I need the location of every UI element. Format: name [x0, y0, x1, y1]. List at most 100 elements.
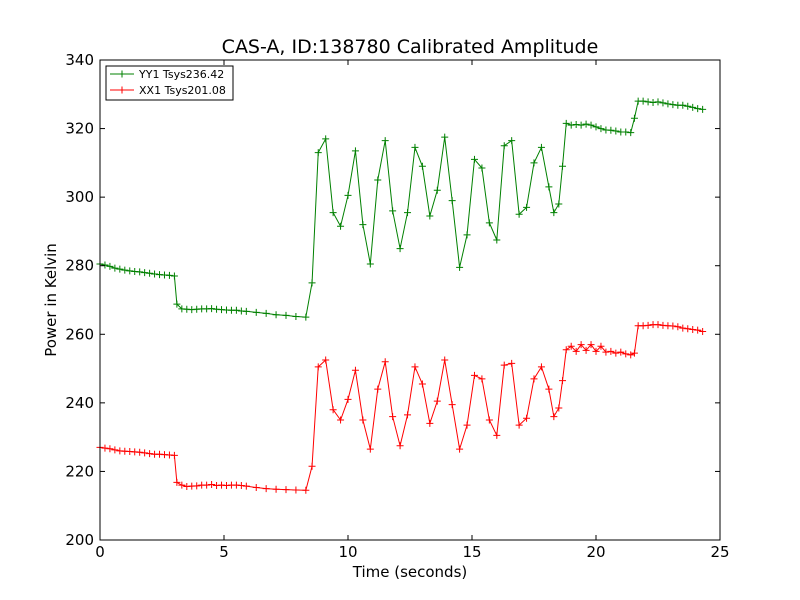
data-point — [252, 484, 260, 492]
data-point — [679, 324, 687, 332]
data-point — [630, 114, 638, 122]
data-point — [141, 269, 149, 277]
data-point — [582, 346, 590, 354]
data-point — [101, 261, 109, 269]
data-point — [141, 449, 149, 457]
data-point — [577, 341, 585, 349]
data-point — [329, 209, 337, 217]
data-point — [523, 203, 531, 211]
data-point — [337, 222, 345, 230]
data-point — [237, 481, 245, 489]
data-point — [602, 348, 610, 356]
data-point — [567, 342, 575, 350]
data-point — [694, 326, 702, 334]
data-point — [463, 421, 471, 429]
data-point — [344, 395, 352, 403]
data-point — [411, 363, 419, 371]
data-point — [282, 311, 290, 319]
data-point — [126, 267, 134, 275]
legend-label-yy1: YY1 Tsys236.42 — [138, 68, 224, 81]
series-1 — [96, 321, 707, 494]
data-point — [381, 137, 389, 145]
data-point — [612, 127, 620, 135]
data-point — [389, 207, 397, 215]
legend-marker-xx1 — [118, 86, 126, 94]
data-point — [426, 419, 434, 427]
data-point — [418, 380, 426, 388]
data-point — [515, 421, 523, 429]
data-point — [562, 346, 570, 354]
data-point — [262, 485, 270, 493]
legend-box — [105, 65, 234, 101]
data-point — [659, 99, 667, 107]
data-point — [101, 444, 109, 452]
data-point — [322, 135, 330, 143]
data-point — [550, 209, 558, 217]
data-point — [146, 450, 154, 458]
data-point — [545, 385, 553, 393]
data-point — [344, 191, 352, 199]
data-point — [470, 371, 478, 379]
data-point — [116, 265, 124, 273]
data-point — [644, 98, 652, 106]
data-point — [404, 411, 412, 419]
data-point — [664, 100, 672, 108]
data-point — [456, 445, 464, 453]
data-point — [617, 348, 625, 356]
data-point — [567, 121, 575, 129]
data-point — [178, 481, 186, 489]
data-point — [699, 328, 707, 336]
data-point — [262, 309, 270, 317]
data-point — [622, 128, 630, 136]
data-point — [485, 416, 493, 424]
data-point — [559, 377, 567, 385]
x-tick-label: 0 — [95, 543, 105, 561]
data-point — [136, 268, 144, 276]
data-point — [441, 356, 449, 364]
data-point — [441, 133, 449, 141]
data-point — [170, 272, 178, 280]
series-line — [99, 100, 703, 318]
data-point — [173, 478, 181, 486]
data-point — [607, 126, 615, 134]
data-point — [537, 143, 545, 151]
data-point — [478, 164, 486, 172]
data-point — [426, 212, 434, 220]
data-point — [165, 271, 173, 279]
data-point — [582, 120, 590, 128]
series-layer — [96, 97, 707, 494]
data-point — [508, 137, 516, 145]
data-point — [337, 416, 345, 424]
data-point — [106, 262, 114, 270]
y-tick-label: 320 — [65, 120, 94, 138]
axis-ticks: 0 5 10 15 20 25 200 220 240 260 280 300 320 340 — [65, 51, 729, 561]
data-point — [448, 401, 456, 409]
data-point — [359, 416, 367, 424]
data-point — [500, 142, 508, 150]
data-point — [555, 404, 563, 412]
data-point — [559, 162, 567, 170]
data-point — [577, 121, 585, 129]
data-point — [545, 183, 553, 191]
series-line — [99, 324, 703, 491]
data-point — [684, 102, 692, 110]
data-point — [654, 98, 662, 106]
y-axis-label: Power in Kelvin — [42, 243, 60, 357]
data-point — [485, 219, 493, 227]
data-point — [151, 270, 159, 278]
data-point — [644, 321, 652, 329]
data-point — [669, 322, 677, 330]
x-tick-label: 25 — [710, 543, 729, 561]
data-point — [359, 221, 367, 229]
data-point — [411, 143, 419, 151]
data-point — [639, 97, 647, 105]
data-point — [597, 342, 605, 350]
data-point — [351, 366, 359, 374]
data-point — [572, 120, 580, 128]
data-point — [203, 481, 211, 489]
data-point — [374, 385, 382, 393]
x-tick-label: 20 — [586, 543, 605, 561]
data-point — [106, 445, 114, 453]
data-point — [111, 264, 119, 272]
